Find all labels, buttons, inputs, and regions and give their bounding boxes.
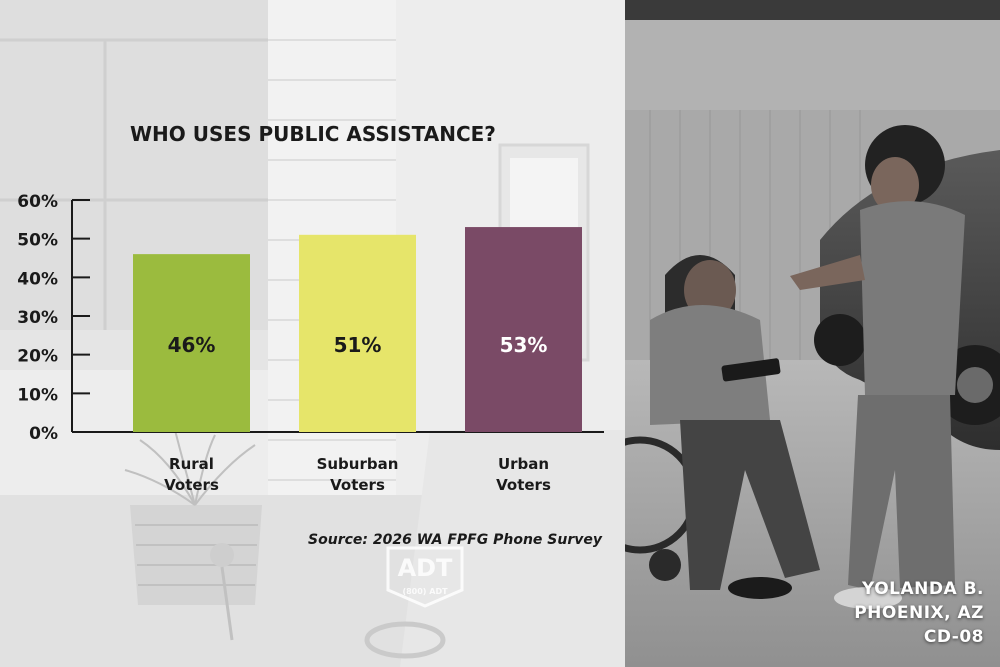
caption-place: PHOENIX, AZ	[854, 603, 984, 623]
y-tick-label: 50%	[17, 231, 58, 251]
bar	[299, 234, 416, 432]
x-tick-label: Voters	[496, 476, 551, 494]
y-tick-label: 30%	[17, 308, 58, 328]
y-tick-label: 0%	[29, 424, 58, 444]
x-tick-label: Voters	[164, 476, 219, 494]
x-axis-labels: Rural Voters Suburban Voters Urban Voters	[164, 455, 551, 494]
y-tick-label: 60%	[17, 192, 58, 212]
x-tick-label: Urban	[498, 455, 549, 473]
y-tick-label: 10%	[17, 385, 58, 405]
svg-text:(800) ADT: (800) ADT	[402, 587, 448, 596]
bar-chart: WHO USES PUBLIC ASSISTANCE? 0% 10% 20% 30% 4…	[17, 122, 604, 548]
bar-value-label: 51%	[334, 333, 382, 357]
y-tick-label: 20%	[17, 347, 58, 367]
photo-caption: YOLANDA B. PHOENIX, AZ CD-08	[854, 577, 984, 649]
bar-value-label: 53%	[500, 333, 548, 357]
bar	[133, 254, 250, 432]
chart-title: WHO USES PUBLIC ASSISTANCE?	[130, 122, 496, 146]
caption-district: CD-08	[923, 627, 984, 647]
x-tick-label: Voters	[330, 476, 385, 494]
y-tick-label: 40%	[17, 269, 58, 289]
caption-name: YOLANDA B.	[862, 579, 984, 599]
right-photo-panel	[581, 0, 1000, 667]
svg-text:ADT: ADT	[398, 554, 453, 582]
bar-value-label: 46%	[168, 333, 216, 357]
chart-source: Source: 2026 WA FPFG Phone Survey	[308, 532, 603, 548]
bar	[465, 227, 582, 432]
adt-logo: ADT (800) ADT	[386, 546, 464, 608]
chart-bars: 46% 51% 53%	[133, 227, 582, 432]
x-tick-label: Rural	[169, 455, 214, 473]
x-tick-label: Suburban	[317, 455, 399, 473]
